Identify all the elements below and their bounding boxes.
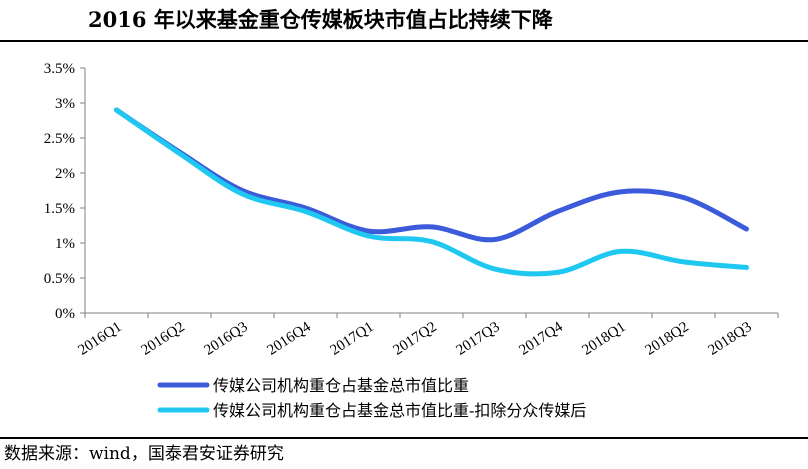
x-tick-label: 2018Q2 <box>642 319 691 359</box>
y-tick-label: 3% <box>55 96 75 112</box>
series-1-point <box>746 228 747 230</box>
data-source-note: 数据来源：wind，国泰君安证券研究 <box>4 444 284 464</box>
series-2-point <box>431 241 432 243</box>
series-1-point <box>431 226 432 228</box>
series-2-point <box>179 152 180 154</box>
x-tick-label: 2017Q4 <box>516 319 566 359</box>
legend-label-1: 传媒公司机构重仓占基金总市值比重 <box>213 376 469 395</box>
y-tick-label: 3.5% <box>44 61 75 77</box>
series-2-point <box>368 235 369 237</box>
line-chart: 0%0.5%1%1.5%2%2.5%3%3.5% 2016Q1 2016Q2 201… <box>44 61 779 420</box>
y-tick-labels: 0% 0.5% 1% 1.5% 2% 2.5% 3% 3.5% <box>44 61 75 322</box>
series-2-point <box>116 109 117 111</box>
series-2-point <box>305 211 306 212</box>
x-tick-label: 2018Q3 <box>705 319 754 359</box>
series-1-point <box>557 211 558 212</box>
series-1-point <box>305 207 306 209</box>
bottom-divider <box>0 437 808 439</box>
x-tick-labels: 2016Q1 2016Q2 2016Q3 2016Q4 2017Q1 2017Q2 2017… <box>75 319 754 359</box>
series-1-point <box>620 191 621 193</box>
y-tick-label: 1% <box>55 236 75 252</box>
legend-label-2: 传媒公司机构重仓占基金总市值比重-扣除分众传媒后 <box>213 401 586 420</box>
series-2-point <box>557 271 558 273</box>
y-tick-label: 2.5% <box>44 131 75 147</box>
series-2-point <box>620 250 621 252</box>
chart-axes <box>80 67 779 318</box>
y-tick-label: 0.5% <box>44 271 75 287</box>
chart-title: 2016 年以来基金重仓传媒板块市值占比持续下降 <box>88 7 553 32</box>
series-1-point <box>494 239 495 240</box>
y-tick-label: 0% <box>55 306 75 322</box>
series-1-point <box>368 230 369 232</box>
series-2-point <box>746 267 747 268</box>
series-2-point <box>683 261 684 263</box>
x-tick-label: 2016Q1 <box>75 319 124 359</box>
x-tick-label: 2017Q1 <box>327 319 376 359</box>
series-2-point <box>242 193 243 195</box>
x-tick-label: 2018Q1 <box>579 319 628 359</box>
x-tick-label: 2017Q2 <box>390 319 439 359</box>
series-lines <box>114 107 749 277</box>
y-tick-label: 1.5% <box>44 201 75 217</box>
y-tick-label: 2% <box>55 166 75 182</box>
x-tick-label: 2017Q3 <box>453 319 502 359</box>
series-2-point <box>494 268 495 270</box>
top-divider <box>0 40 808 42</box>
series-1-point <box>242 190 243 191</box>
x-tick-label: 2016Q3 <box>201 319 250 359</box>
x-tick-label: 2016Q2 <box>138 319 187 359</box>
x-tick-label: 2016Q4 <box>264 319 314 359</box>
series-1-point <box>683 197 684 198</box>
